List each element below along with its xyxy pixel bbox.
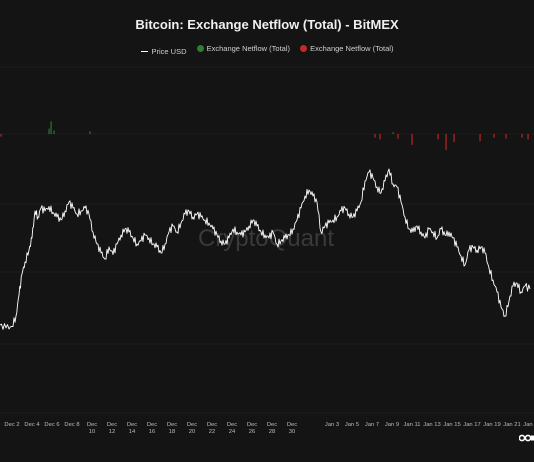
x-tick-label-13: Dec 28: [267, 422, 277, 435]
inflow-bar-4[interactable]: [392, 132, 394, 134]
x-tick-label-0: Dec 2: [4, 422, 19, 428]
outflow-bar-7[interactable]: [453, 134, 455, 143]
inflow-bar-3[interactable]: [89, 131, 91, 134]
x-tick-label-23: Jan 19: [483, 422, 500, 428]
outflow-bar-0[interactable]: [0, 134, 2, 137]
legend-swatch-price: [140, 51, 148, 52]
outflow-bar-9[interactable]: [493, 134, 495, 138]
outflow-bar-2[interactable]: [379, 134, 381, 140]
x-tick-label-8: Dec 18: [167, 422, 177, 435]
x-tick-label-6: Dec 14: [127, 422, 137, 435]
x-tick-label-15: Jan 3: [325, 422, 339, 428]
x-tick-label-10: Dec 22: [207, 422, 217, 435]
x-tick-label-5: Dec 12: [107, 422, 117, 435]
cryptoquant-logo-icon: [519, 434, 534, 442]
legend-swatch-netflow-outflow: [300, 45, 308, 52]
chart-title: Bitcoin: Exchange Netflow (Total) - BitM…: [135, 17, 399, 32]
legend-label-netflow-inflow: Exchange Netflow (Total): [206, 44, 290, 53]
x-tick-label-4: Dec 10: [87, 422, 97, 435]
outflow-bar-6[interactable]: [445, 134, 447, 151]
outflow-bar-4[interactable]: [411, 134, 413, 145]
x-tick-label-9: Dec 20: [187, 422, 197, 435]
legend: Price USD Exchange Netflow (Total) Excha…: [0, 44, 534, 56]
legend-label-netflow-outflow: Exchange Netflow (Total): [310, 44, 394, 53]
x-tick-label-25: Jan 23: [523, 422, 534, 428]
x-tick-label-20: Jan 13: [423, 422, 440, 428]
outflow-bar-12[interactable]: [527, 134, 529, 140]
inflow-bar-0[interactable]: [48, 128, 50, 134]
watermark: CryptoQuant: [198, 225, 334, 252]
x-tick-label-2: Dec 6: [44, 422, 59, 428]
legend-label-price: Price USD: [151, 47, 187, 56]
legend-item-netflow-inflow[interactable]: Exchange Netflow (Total): [196, 44, 290, 53]
x-tick-label-17: Jan 7: [365, 422, 379, 428]
x-tick-label-24: Jan 21: [503, 422, 520, 428]
x-tick-label-18: Jan 9: [385, 422, 399, 428]
legend-swatch-netflow-inflow: [196, 45, 204, 52]
x-tick-label-16: Jan 5: [345, 422, 359, 428]
x-tick-label-11: Dec 24: [227, 422, 237, 435]
outflow-bar-10[interactable]: [505, 134, 507, 139]
outflow-bar-11[interactable]: [521, 134, 523, 138]
x-tick-label-1: Dec 4: [24, 422, 40, 428]
outflow-bar-8[interactable]: [479, 134, 481, 142]
outflow-bar-3[interactable]: [397, 134, 399, 139]
inflow-bar-1[interactable]: [50, 121, 52, 134]
netflow-bars: [0, 121, 529, 151]
legend-item-price[interactable]: Price USD: [140, 47, 187, 56]
gridlines: [0, 66, 534, 414]
price-line: [0, 168, 531, 330]
x-tick-label-14: Dec 30: [287, 422, 297, 435]
x-axis-ticks: Dec 2 Dec 4 Dec 6 Dec 8 Dec 10 Dec 12 Dec 14 Dec 16…: [4, 422, 534, 435]
x-tick-label-7: Dec 16: [147, 422, 157, 435]
x-tick-label-19: Jan 11: [404, 422, 421, 428]
x-tick-label-3: Dec 8: [64, 422, 79, 428]
inflow-bar-2[interactable]: [53, 130, 55, 134]
x-tick-label-21: Jan 15: [443, 422, 460, 428]
outflow-bar-1[interactable]: [374, 134, 376, 138]
legend-item-netflow-outflow[interactable]: Exchange Netflow (Total): [300, 44, 393, 53]
x-tick-label-22: Jan 17: [463, 422, 480, 428]
x-tick-label-12: Dec 26: [247, 422, 257, 435]
outflow-bar-5[interactable]: [437, 134, 439, 140]
